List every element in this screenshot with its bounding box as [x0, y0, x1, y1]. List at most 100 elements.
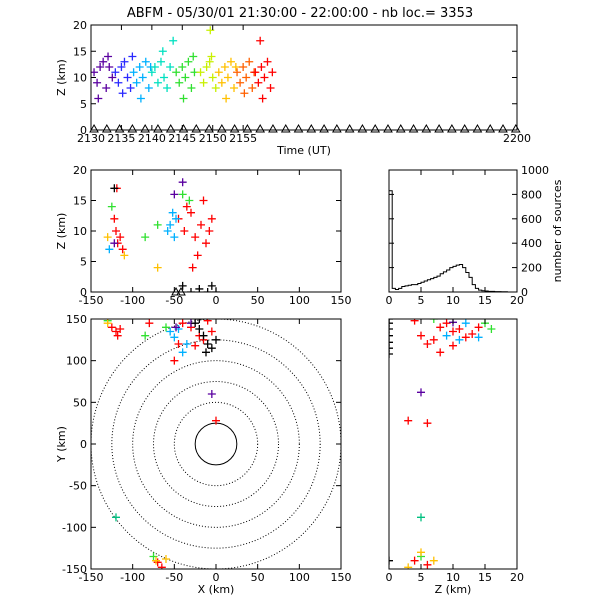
station-triangle [101, 123, 112, 133]
y-tick-label: 10 [73, 225, 87, 238]
range-ring [90, 318, 342, 570]
source-marker [132, 78, 141, 87]
source-marker [211, 84, 220, 92]
x-tick-label: 15 [478, 294, 492, 307]
x-tick-label: -150 [79, 571, 104, 584]
source-marker [150, 63, 159, 71]
y-tick-label: 800 [521, 188, 542, 201]
x-tick-label: 20 [510, 571, 524, 584]
source-marker [102, 84, 111, 92]
source-marker [112, 227, 120, 235]
y-tick-label: 15 [73, 45, 87, 58]
source-marker [474, 333, 483, 342]
x-tick-label: 2145 [168, 132, 196, 145]
plot-frame [90, 318, 342, 570]
source-marker [429, 319, 438, 323]
source-marker [153, 78, 162, 87]
source-marker [110, 184, 119, 193]
source-marker [389, 556, 393, 565]
source-marker [389, 325, 393, 333]
source-marker [233, 68, 242, 77]
source-marker [103, 319, 112, 328]
y-tick-label: 0 [80, 124, 87, 137]
source-marker [474, 323, 483, 332]
y-tick-label: 20 [73, 19, 87, 32]
x-tick-label: 10 [446, 571, 460, 584]
source-marker [449, 341, 457, 350]
source-marker [112, 327, 120, 336]
source-marker [178, 178, 187, 187]
x-tick-label: 100 [289, 294, 310, 307]
source-marker [178, 63, 187, 71]
source-marker [199, 331, 208, 340]
source-marker [104, 52, 113, 61]
source-marker [417, 388, 425, 397]
y-tick-label: 200 [521, 262, 542, 275]
range-ring [173, 401, 259, 487]
source-marker [120, 57, 129, 66]
markers-layer [91, 26, 277, 103]
x-tick-label: -100 [120, 571, 145, 584]
source-marker [258, 94, 267, 103]
source-marker [188, 263, 197, 272]
source-marker [126, 84, 135, 92]
source-marker [187, 208, 195, 217]
source-marker [442, 331, 451, 340]
source-marker [410, 319, 419, 325]
source-marker [193, 251, 202, 260]
source-marker [147, 68, 156, 77]
station-triangle [510, 123, 521, 133]
source-marker [389, 319, 393, 328]
source-marker [168, 208, 177, 217]
source-marker [389, 350, 393, 358]
source-marker [187, 288, 195, 292]
y-tick-label: 100 [66, 355, 87, 368]
source-marker [461, 333, 470, 342]
source-marker [153, 558, 162, 567]
station-triangle [459, 123, 470, 133]
source-marker [141, 233, 150, 242]
station-triangle [447, 123, 457, 133]
station-triangle [114, 123, 125, 133]
source-marker [153, 263, 162, 272]
station-triangle [472, 123, 483, 133]
source-marker [461, 319, 470, 328]
source-marker [179, 94, 188, 103]
x-tick-label: 5 [418, 571, 425, 584]
source-marker [208, 73, 217, 82]
x-tick-label: 150 [331, 571, 352, 584]
station-triangle [306, 123, 317, 133]
source-marker [160, 73, 169, 82]
source-marker [110, 214, 119, 223]
x-tick-label: -50 [165, 571, 183, 584]
source-marker [207, 327, 216, 336]
source-marker [195, 319, 204, 323]
y-tick-label: 150 [66, 313, 87, 326]
source-marker [144, 84, 153, 92]
source-marker [199, 78, 208, 87]
source-marker [118, 245, 127, 254]
source-marker [260, 73, 269, 82]
source-marker [217, 78, 226, 87]
x-tick-label: 0 [213, 294, 220, 307]
time-height-panel: 2130 2135 2140 2145 2150 2155 2200 0 5 10 15 20 Time… [55, 19, 531, 157]
station-triangle [165, 123, 176, 133]
source-marker [203, 288, 212, 292]
source-marker [141, 57, 150, 66]
y-tick-label: -100 [62, 521, 87, 534]
source-marker [172, 214, 180, 223]
x-tick-label: 2155 [229, 132, 257, 145]
source-marker [429, 335, 438, 344]
source-marker [162, 323, 170, 332]
station-triangle [216, 123, 227, 133]
plot-frame [388, 169, 518, 293]
source-marker [257, 63, 266, 71]
x-tick-label: 2200 [503, 132, 531, 145]
source-marker [172, 68, 181, 77]
source-marker [222, 94, 231, 103]
source-marker [236, 78, 245, 87]
source-marker [128, 52, 137, 61]
y-tick-label: 1000 [521, 164, 549, 177]
station-triangle [319, 123, 329, 133]
source-marker [207, 52, 216, 61]
